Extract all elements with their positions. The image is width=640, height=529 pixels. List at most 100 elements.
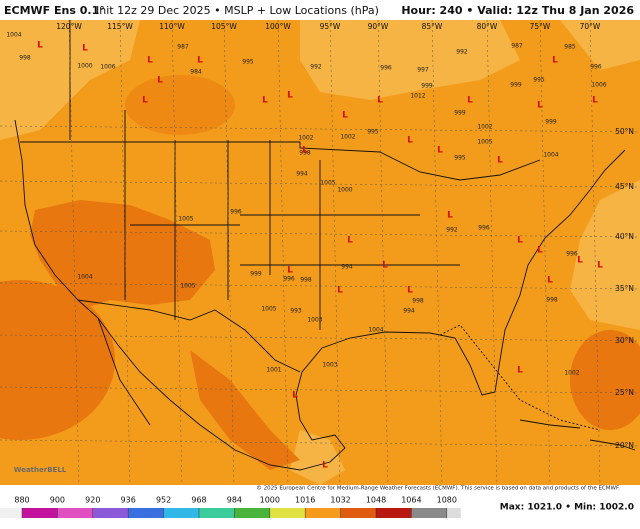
low-marker: L (552, 56, 558, 66)
coastlines (14, 20, 636, 471)
longitude-label: 70°W (580, 22, 601, 31)
valid-time: Hour: 240 • Valid: 12z Thu 8 Jan 2026 (401, 4, 634, 17)
pressure-label: 995 (242, 59, 254, 66)
pressure-label: 987 (511, 43, 523, 50)
colorbar-segment (22, 508, 58, 518)
pressure-label: 1002 (340, 134, 355, 141)
colorbar-tail (446, 508, 461, 518)
pressure-label: 998 (412, 298, 424, 305)
low-marker: L (147, 56, 153, 66)
pressure-label: 1000 (337, 187, 352, 194)
longitude-label: 75°W (530, 22, 551, 31)
pressure-label: 992 (446, 227, 458, 234)
low-marker: L (537, 101, 543, 111)
coastline (14, 119, 626, 471)
header-bar (0, 0, 640, 20)
pressure-label: 998 (546, 297, 558, 304)
colorbar-segment (234, 508, 270, 518)
pressure-label: 985 (564, 44, 576, 51)
latitude-label: 25°N (615, 388, 634, 397)
pressure-label: 995 (454, 155, 466, 162)
colorbar-label: 952 (156, 496, 171, 505)
pressure-label: 1005 (178, 216, 193, 223)
coastline (439, 324, 601, 431)
latitude-label: 50°N (615, 127, 634, 136)
pressure-label: 996 (566, 251, 578, 258)
longitude-label: 115°W (107, 22, 133, 31)
latitude-label: 45°N (615, 182, 634, 191)
pressure-region (300, 20, 520, 100)
low-marker: L (447, 211, 453, 221)
title: ECMWF Ens 0.1° (4, 4, 105, 17)
parallel (0, 230, 640, 238)
pressure-label: 1004 (6, 32, 21, 39)
logo: WeatherBELL (14, 466, 67, 474)
low-marker: L (157, 76, 163, 86)
colorbar-segment (376, 508, 412, 518)
colorbar-label: 968 (191, 496, 206, 505)
low-marker: L (597, 261, 603, 271)
latitude-label: 20°N (615, 441, 634, 450)
pressure-region (570, 180, 640, 330)
subtitle: Init 12z 29 Dec 2025 • MSLP + Low Locati… (96, 4, 379, 17)
longitude-label: 90°W (368, 22, 389, 31)
pressure-label: 1012 (410, 93, 425, 100)
pressure-label: 987 (177, 44, 189, 51)
colorbar-label: 920 (85, 496, 100, 505)
border (69, 20, 460, 330)
pressure-label: 996 (380, 65, 392, 72)
colorbar-segment (92, 508, 129, 518)
colorbar-label: 1048 (366, 496, 386, 505)
pressure-label: 994 (403, 308, 415, 315)
low-marker: L (537, 246, 543, 256)
pressure-label: 998 (300, 277, 312, 284)
low-marker: L (517, 366, 523, 376)
pressure-region (570, 330, 640, 430)
pressure-label: 996 (590, 64, 602, 71)
pressure-label: 992 (310, 64, 322, 71)
colorbar-segment (340, 508, 376, 518)
pressure-label: 1002 (477, 124, 492, 131)
low-marker: L (342, 111, 348, 121)
low-marker: L (407, 286, 413, 296)
colorbar-label: 1080 (437, 496, 457, 505)
low-marker: L (377, 96, 383, 106)
low-marker: L (287, 266, 293, 276)
low-marker: L (592, 96, 598, 106)
parallel (0, 180, 640, 188)
colorbar-segment (411, 508, 447, 518)
pressure-label: 999 (545, 119, 557, 126)
low-marker: L (407, 136, 413, 146)
pressure-label: 1002 (564, 370, 579, 377)
pressure-label: 984 (190, 69, 202, 76)
pressure-label: 1004 (543, 152, 558, 159)
longitude-label: 110°W (159, 22, 185, 31)
parallel (0, 439, 640, 447)
colorbar-label: 1016 (295, 496, 315, 505)
pressure-label: 1002 (298, 135, 313, 142)
low-marker: L (262, 96, 268, 106)
colorbar-lead (0, 508, 22, 518)
low-marker: L (382, 261, 388, 271)
latitude-label: 35°N (615, 284, 634, 293)
pressure-label: 1003 (322, 362, 337, 369)
stats: Max: 1021.0 • Min: 1002.0 (500, 503, 634, 513)
pressure-label: 1006 (100, 64, 115, 71)
colorbar-segment (199, 508, 235, 518)
coastline (97, 317, 151, 426)
pressure-label: 1001 (266, 367, 281, 374)
pressure-label: 1005 (180, 283, 195, 290)
pressure-label: 1005 (320, 180, 335, 187)
longitude-label: 105°W (211, 22, 237, 31)
pressure-label: 993 (290, 308, 302, 315)
pressure-label: 1003 (307, 317, 322, 324)
pressure-label: 1006 (591, 82, 606, 89)
parallel (0, 282, 640, 290)
parallel (0, 386, 640, 394)
pressure-label: 1005 (477, 139, 492, 146)
parallel (0, 125, 640, 133)
pressure-region (125, 75, 235, 135)
low-marker: L (347, 236, 353, 246)
low-marker: L (142, 96, 148, 106)
pressure-region (0, 280, 115, 440)
